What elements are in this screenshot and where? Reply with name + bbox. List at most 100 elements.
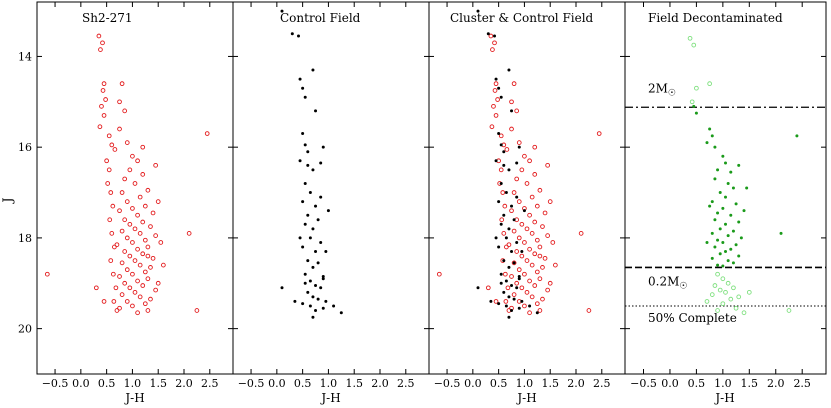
data-point (710, 231, 714, 235)
data-point (739, 236, 743, 240)
data-point (545, 162, 550, 168)
data-point (124, 299, 130, 304)
data-point (488, 33, 494, 39)
data-point (519, 167, 525, 173)
panel-frame (232, 1, 430, 375)
x-tick-label: 2.5 (593, 377, 611, 390)
x-tick-label: 0.0 (661, 377, 679, 390)
data-point (509, 208, 514, 214)
data-point (718, 252, 722, 256)
data-point (130, 153, 135, 159)
data-point (194, 308, 200, 313)
data-point (489, 124, 495, 130)
data-point (493, 81, 499, 87)
data-point (135, 310, 140, 316)
panel-ticks: −0.5 0.0 0.5 1.0 1.5 2.0 2.5 (233, 2, 429, 390)
data-point (586, 308, 592, 313)
data-point (715, 271, 720, 277)
data-point (532, 251, 538, 257)
data-point (540, 224, 545, 229)
data-point (308, 236, 312, 240)
data-point (514, 249, 520, 254)
data-point (303, 95, 307, 99)
data-point (542, 255, 548, 261)
data-point (311, 295, 315, 299)
x-tick-label: 0.5 (294, 377, 312, 390)
data-point (119, 292, 125, 297)
data-point (507, 227, 511, 231)
data-point (500, 190, 506, 195)
data-point (520, 250, 524, 254)
data-point (492, 88, 498, 93)
panel-2: Control Field −0.5 0.0 0.5 1.0 1.5 2.0 2.5 J-H (232, 1, 430, 405)
data-point (127, 221, 133, 227)
data-point (308, 279, 312, 283)
data-point (534, 237, 540, 243)
data-point (311, 265, 315, 269)
x-tick-label: 2.0 (175, 377, 193, 390)
data-point (314, 204, 318, 208)
x-tick-label: 2.5 (793, 377, 811, 390)
data-point (517, 274, 521, 278)
data-point (731, 186, 735, 190)
x-tick-label: 2.5 (201, 377, 219, 390)
data-point (795, 134, 799, 138)
x-tick-label: 2.5 (397, 377, 415, 390)
data-point (499, 181, 503, 185)
data-point (713, 245, 717, 249)
data-point (514, 176, 520, 182)
data-point (101, 299, 107, 304)
data-point (705, 240, 709, 244)
data-point (119, 190, 125, 195)
data-point (161, 262, 166, 268)
panel-points (44, 33, 210, 316)
data-point (499, 272, 503, 276)
data-point (298, 77, 302, 81)
data-point (145, 253, 151, 259)
data-point (204, 131, 210, 136)
data-point (137, 231, 143, 236)
panel-lines (625, 106, 826, 307)
data-point (709, 292, 715, 297)
data-point (708, 204, 712, 208)
data-point (708, 127, 712, 131)
x-tick-label: −0.5 (42, 377, 69, 390)
data-point (491, 103, 496, 109)
data-point (109, 142, 115, 148)
data-point (306, 290, 310, 294)
x-tick-label: 1.0 (714, 377, 732, 390)
data-point (142, 237, 148, 243)
data-point (119, 81, 125, 87)
data-point (505, 285, 511, 291)
data-point (306, 163, 310, 167)
data-point (522, 303, 527, 309)
mass-2msun-label: 2M☉ (648, 82, 676, 99)
data-point (145, 276, 151, 282)
data-point (510, 250, 514, 254)
data-point (502, 213, 506, 217)
data-point (734, 202, 738, 206)
panel-3: Cluster & Control Field −0.5 0.0 0.5 1.0 1.5… (428, 1, 626, 405)
data-point (311, 68, 315, 72)
data-point (704, 299, 710, 304)
data-point (519, 221, 525, 227)
data-point (519, 285, 525, 291)
data-point (290, 32, 294, 36)
data-point (113, 285, 119, 291)
data-point (507, 168, 511, 172)
data-point (122, 280, 128, 286)
data-point (516, 199, 522, 204)
data-point (495, 97, 500, 102)
x-tick-label: 0.5 (688, 377, 706, 390)
data-point (132, 226, 138, 232)
x-axis-label: J-H (319, 391, 340, 405)
data-point (532, 219, 538, 225)
data-point (476, 286, 480, 290)
data-point (497, 302, 501, 306)
data-point (745, 186, 749, 190)
data-point (103, 97, 108, 102)
x-tick-label: 0.0 (268, 377, 286, 390)
data-point (321, 306, 325, 310)
data-point (324, 250, 328, 254)
